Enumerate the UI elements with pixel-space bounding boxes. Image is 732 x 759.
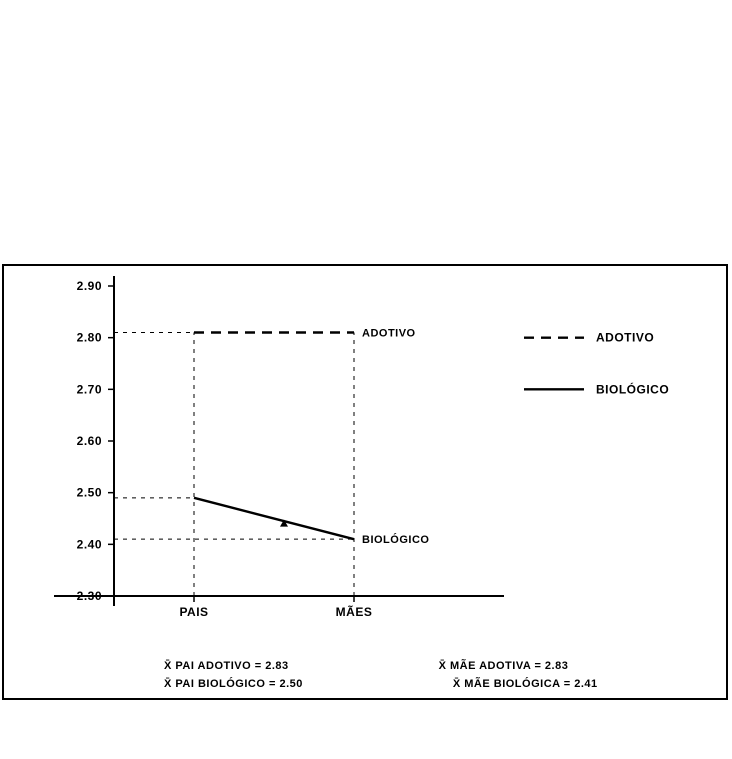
footer-stats: X̄ PAI ADOTIVO = 2.83 X̄ MÃE ADOTIVA = 2… [4, 654, 726, 690]
x-tick-label: PAIS [179, 605, 208, 619]
y-tick-label: 2.30 [77, 589, 102, 603]
y-tick-label: 2.70 [77, 382, 102, 396]
footer-right-2: X̄ MÃE BIOLÓGICA = 2.41 [453, 678, 598, 690]
chart-frame: 2.30 2.40 2.50 2.60 2.70 2.80 2.90 PAIS MÃES ADOT… [2, 264, 728, 700]
x-tick-label: MÃES [336, 604, 373, 619]
footer-row-2: X̄ PAI BIOLÓGICO = 2.50 X̄ MÃE BIOLÓGICA… [4, 678, 726, 690]
legend-label-BIOLÓGICO: BIOLÓGICO [596, 381, 669, 396]
footer-left-1: X̄ PAI ADOTIVO = 2.83 [164, 660, 289, 672]
footer-row-1: X̄ PAI ADOTIVO = 2.83 X̄ MÃE ADOTIVA = 2… [4, 660, 726, 672]
footer-left-2: X̄ PAI BIOLÓGICO = 2.50 [164, 678, 303, 690]
y-tick-label: 2.50 [77, 486, 102, 500]
y-tick-label: 2.90 [77, 279, 102, 293]
y-tick-label: 2.60 [77, 434, 102, 448]
series-label-ADOTIVO: ADOTIVO [362, 328, 416, 340]
chart-svg: 2.30 2.40 2.50 2.60 2.70 2.80 2.90 PAIS MÃES ADOT… [4, 266, 726, 698]
y-tick-label: 2.40 [77, 537, 102, 551]
series-BIOLÓGICO [194, 498, 354, 539]
y-tick-label: 2.80 [77, 331, 102, 345]
series-label-BIOLÓGICO: BIOLÓGICO [362, 533, 429, 546]
footer-right-1: X̄ MÃE ADOTIVA = 2.83 [439, 660, 569, 672]
legend-label-ADOTIVO: ADOTIVO [596, 331, 654, 345]
